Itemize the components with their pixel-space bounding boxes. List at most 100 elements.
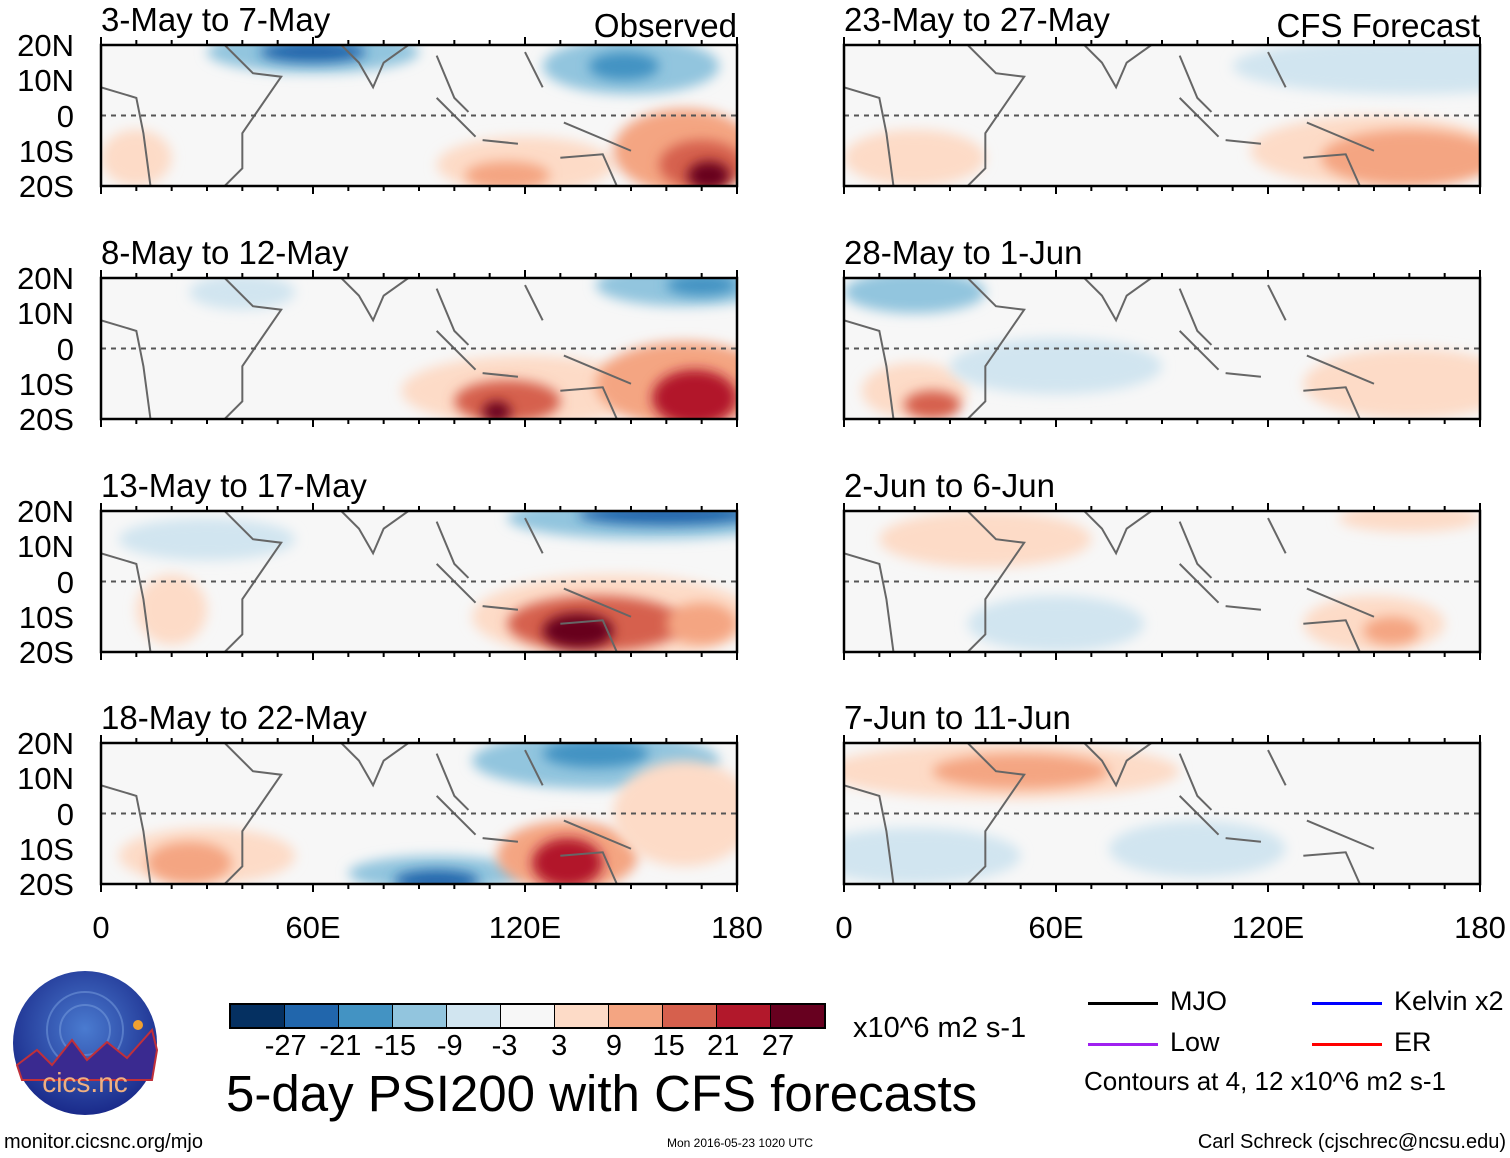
panel-title: 18-May to 22-May [101, 699, 367, 736]
colorbar-swatch [555, 1005, 609, 1027]
lon-tick-label: 180 [1454, 910, 1506, 945]
anomaly-shading [950, 337, 1162, 395]
footer-url[interactable]: monitor.cicsnc.org/mjo [4, 1131, 203, 1153]
lat-tick-label: 10S [18, 599, 74, 635]
colorbar-label: -9 [436, 1030, 463, 1062]
cics-logo: cics.nc [13, 971, 158, 1115]
colorbar-swatch [393, 1005, 447, 1027]
coastline [844, 743, 1375, 884]
lat-tick-label: 20S [18, 402, 74, 437]
anomaly-shading [932, 753, 1109, 789]
anomaly-shading [542, 613, 614, 649]
colorbar-swatch [663, 1005, 717, 1027]
panel-title: 28-May to 1-Jun [844, 234, 1083, 271]
colorbar-swatch [231, 1005, 285, 1027]
lat-tick-label: 20S [18, 635, 74, 670]
lon-tick-label: 0 [835, 910, 853, 945]
lat-tick-label: 20N [17, 726, 74, 761]
footer-author: Carl Schreck (cjschrec@ncsu.edu) [1197, 1131, 1506, 1153]
coastline [101, 511, 632, 652]
colorbar-swatch [285, 1005, 339, 1027]
lat-tick-label: 10S [18, 366, 74, 402]
colorbar-label: 27 [761, 1030, 795, 1062]
anomaly-shading [260, 45, 366, 63]
anomaly-shading [844, 827, 1021, 884]
lat-tick-label: 10N [17, 296, 74, 332]
lat-tick-label: 10S [18, 831, 74, 867]
anomaly-shading [879, 511, 1092, 568]
coastline [844, 511, 1375, 652]
colorbar-swatch [501, 1005, 555, 1027]
anomaly-shading [588, 52, 660, 81]
colorbar-label: 9 [605, 1030, 622, 1062]
legend-line-mjo [1088, 1002, 1158, 1005]
anomaly-shading [136, 574, 207, 645]
map-panel [842, 270, 1482, 427]
legend-label: ER [1394, 1027, 1432, 1057]
colorbar-label: 15 [652, 1030, 685, 1062]
colorbar-label: 3 [551, 1030, 568, 1062]
lat-tick-label: 10N [17, 529, 74, 565]
anomaly-shading [394, 869, 480, 884]
legend-label: Kelvin x2 [1394, 986, 1504, 1016]
anomaly-shading [454, 380, 561, 419]
anomaly-shading [118, 518, 296, 561]
map-panel [842, 503, 1482, 660]
legend-line-kelvin [1312, 1002, 1382, 1005]
colorbar-swatch [717, 1005, 771, 1027]
colorbar-label: -15 [374, 1030, 417, 1062]
anomaly-shading [542, 743, 649, 768]
lat-tick-label: 0 [56, 331, 74, 367]
lat-tick-label: 10N [17, 761, 74, 797]
colorbar-label: -3 [491, 1030, 518, 1062]
anomaly-shading [1363, 616, 1420, 645]
anomaly-shading [189, 278, 296, 310]
lon-tick-label: 120E [1231, 910, 1305, 945]
anomaly-shading [532, 838, 603, 884]
lon-tick-label: 60E [1028, 910, 1084, 945]
map-panel [99, 270, 739, 427]
map-panel [99, 37, 739, 194]
panel-title: 7-Jun to 11-Jun [844, 699, 1071, 736]
coastline [101, 278, 632, 419]
lat-tick-label: 20N [17, 28, 74, 63]
legend-line-low [1088, 1043, 1158, 1046]
anomaly-shading [1338, 511, 1480, 533]
colorbar [229, 1003, 826, 1029]
panel-title: 13-May to 17-May [101, 467, 367, 504]
panel-title: 8-May to 12-May [101, 234, 349, 271]
lat-tick-label: 20S [18, 867, 74, 902]
lat-tick-label: 0 [56, 564, 74, 600]
footer-timestamp: Mon 2016-05-23 1020 UTC [667, 1136, 814, 1150]
coastline [844, 278, 1375, 419]
anomaly-shading [652, 369, 737, 419]
anomaly-shading [482, 401, 511, 419]
lat-tick-label: 0 [56, 796, 74, 832]
anomaly-shading [1303, 348, 1480, 419]
colorbar-swatch [609, 1005, 663, 1027]
figure-title: 5-day PSI200 with CFS forecasts [226, 1065, 978, 1122]
coastline [844, 45, 1375, 186]
anomaly-shading [904, 390, 961, 419]
svg-text:cics.nc: cics.nc [42, 1067, 128, 1098]
anomaly-shading [666, 602, 737, 645]
anomaly-shading [464, 161, 550, 186]
panel-title: 23-May to 27-May [844, 1, 1110, 38]
lat-tick-label: 10S [18, 133, 74, 169]
colorbar-label: 21 [707, 1030, 740, 1062]
contour-note: Contours at 4, 12 x10^6 m2 s-1 [1084, 1066, 1446, 1096]
colorbar-units: x10^6 m2 s-1 [853, 1012, 1027, 1044]
lat-tick-label: 0 [56, 98, 74, 134]
anomaly-shading [1232, 45, 1480, 95]
map-panel [842, 37, 1482, 194]
colorbar-label: -21 [319, 1030, 362, 1062]
anomaly-shading [844, 278, 986, 314]
anomaly-shading [146, 841, 232, 884]
anomaly-shading [1321, 129, 1480, 186]
colorbar-swatch [447, 1005, 501, 1027]
panel-title: 3-May to 7-May [101, 1, 331, 38]
legend-line-er [1312, 1043, 1382, 1046]
lat-tick-label: 10N [17, 63, 74, 99]
colorbar-label: -27 [264, 1030, 307, 1062]
anomaly-shading [578, 511, 737, 526]
